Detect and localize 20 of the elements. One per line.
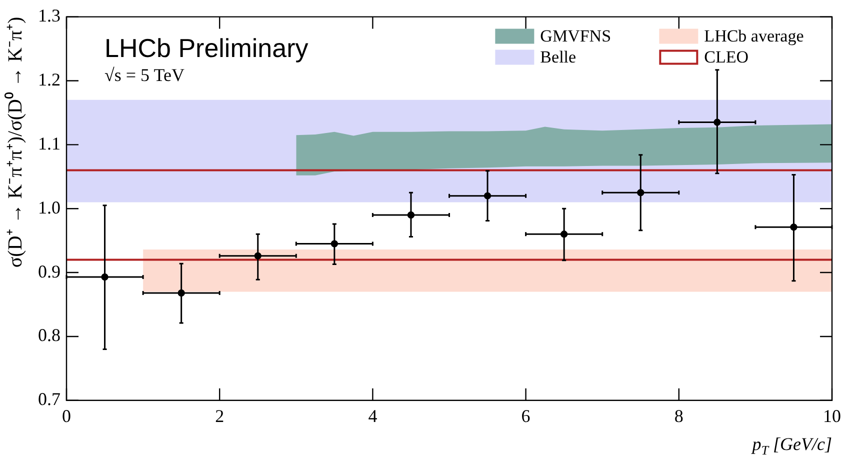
x-tick-label: 6: [521, 406, 530, 426]
y-tick-label: 0.8: [38, 325, 60, 346]
x-tick-label: 10: [823, 406, 841, 426]
y-tick-label: 0.9: [38, 261, 60, 282]
x-tick-label: 0: [62, 406, 71, 426]
y-axis-title: σ(D⁺ → K⁻π⁺π⁺)/σ(D⁰ → K⁻π⁺): [3, 16, 26, 268]
legend-label: LHCb average: [704, 26, 804, 46]
legend-label: CLEO: [704, 47, 749, 66]
annotation: LHCb Preliminary: [104, 32, 308, 63]
x-tick-label: 2: [215, 406, 224, 426]
legend-label: Belle: [540, 47, 576, 66]
y-tick-label: 1.3: [38, 6, 60, 26]
y-tick-label: 0.7: [38, 389, 60, 410]
annotation: √s = 5 TeV: [104, 64, 184, 85]
legend-label: GMVFNS: [540, 26, 612, 46]
y-tick-label: 1.2: [38, 69, 60, 90]
y-tick-label: 1.0: [38, 197, 60, 218]
x-tick-label: 8: [674, 406, 684, 426]
y-tick-label: 1.1: [38, 133, 60, 154]
x-tick-label: 4: [368, 406, 378, 426]
